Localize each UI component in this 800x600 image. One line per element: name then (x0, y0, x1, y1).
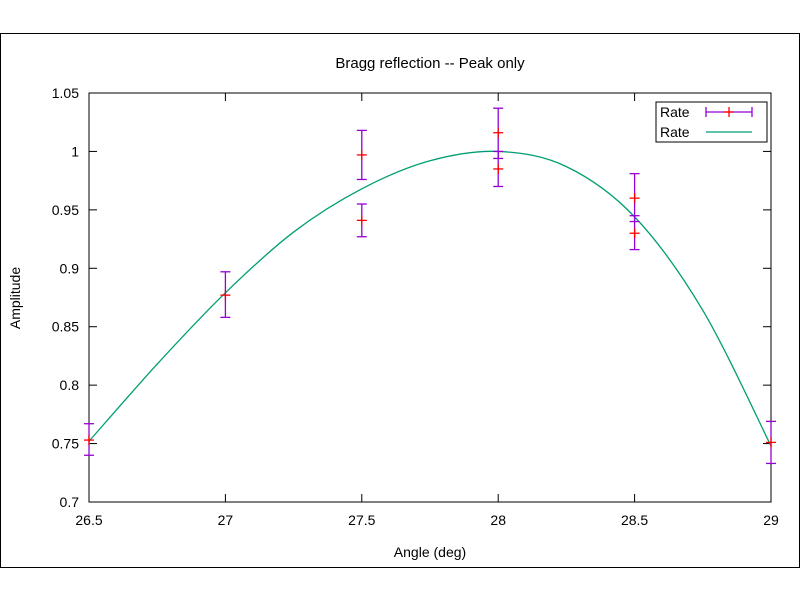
x-tick-label: 27 (218, 512, 234, 528)
y-tick-label: 0.7 (60, 494, 80, 510)
x-tick-label: 26.5 (75, 512, 102, 528)
legend-label-errorbars: Rate (660, 104, 690, 120)
x-tick-label: 28.5 (621, 512, 648, 528)
errorbar-point (356, 129, 367, 181)
y-axis-label: Amplitude (7, 267, 23, 329)
errorbar-point (629, 215, 640, 251)
y-tick-label: 1 (71, 143, 79, 159)
legend-label-line: Rate (660, 124, 690, 140)
legend-box (655, 101, 768, 143)
errorbar-point (766, 420, 776, 465)
y-tick-label: 0.8 (60, 377, 80, 393)
y-tick-label: 0.9 (60, 260, 80, 276)
legend: Rate Rate (655, 101, 768, 143)
fit-curve-line (88, 150, 772, 447)
errorbar-point (220, 271, 231, 319)
y-tick-label: 1.05 (52, 85, 79, 101)
x-tick-label: 28 (490, 512, 506, 528)
x-axis-label: Angle (deg) (394, 544, 466, 560)
x-tick-label: 27.5 (348, 512, 375, 528)
errorbar-point (84, 423, 94, 456)
fit-curve-group (88, 150, 772, 447)
errorbar-point (629, 172, 640, 223)
y-tick-label: 0.95 (52, 202, 79, 218)
chart-title: Bragg reflection -- Peak only (335, 55, 525, 72)
y-tick-label: 0.75 (52, 436, 79, 452)
plot-border (88, 92, 772, 503)
axes-group: 26.5 27 27.5 28 28.5 29 0.7 0.75 0.8 0.85 0.9 0.95 1… (52, 85, 779, 528)
y-tick-label: 0.85 (52, 319, 79, 335)
errorbar-group (84, 107, 776, 465)
errorbar-point (493, 107, 504, 160)
x-tick-label: 29 (763, 512, 779, 528)
errorbar-point (356, 203, 367, 238)
errorbar-point (493, 150, 504, 188)
